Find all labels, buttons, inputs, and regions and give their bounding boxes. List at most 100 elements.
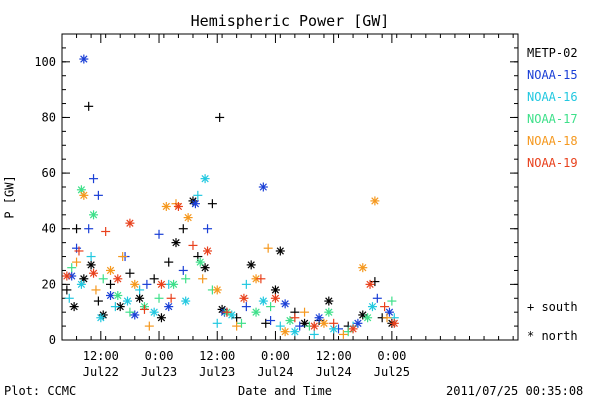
south-point [93,190,103,200]
south-point [266,316,276,326]
north-point [280,327,290,337]
x-axis-label: Date and Time [238,384,332,398]
south-point [215,112,225,122]
north-point [239,293,249,303]
north-point [164,302,174,312]
south-point [74,246,84,256]
axes: 0 20 40 60 80 100 12:00 Jul22 0:00 Jul23 12:00 Jul2… [34,33,519,379]
south-point [110,302,120,312]
south-point [142,279,152,289]
south-point [329,318,339,328]
north-point [348,324,358,334]
south-point [67,263,77,273]
north-point [130,279,140,289]
south-point [263,243,273,253]
legend-noaa-19: NOAA-19 [527,156,578,170]
south-point [62,285,72,295]
north-point [212,285,222,295]
north-point [384,307,394,317]
y-tick-label: 100 [34,55,56,69]
north-point [106,265,116,275]
north-point [96,313,106,323]
north-point [200,174,210,184]
south-point [84,101,94,111]
series-noaa-16 [64,174,399,339]
south-point [164,257,174,267]
north-point [171,238,181,248]
x-tick-time-label: 0:00 [261,349,290,363]
north-point [358,263,368,273]
data-points [62,54,399,339]
south-point [86,252,96,262]
south-point [89,174,99,184]
south-point [144,321,154,331]
series-noaa-18 [72,190,392,339]
south-point [241,279,251,289]
north-point [113,274,123,284]
y-axis-label: P [GW] [2,175,17,219]
north-point [79,190,89,200]
south-point [295,321,305,331]
south-point [266,302,276,312]
chart-title: Hemispheric Power [GW] [190,12,390,30]
north-point [290,327,300,337]
south-point [338,329,348,339]
x-tick-time-label: 12:00 [199,349,235,363]
north-point [169,279,179,289]
north-point [358,310,368,320]
south-point [72,257,82,267]
north-point [280,299,290,309]
legend-noaa-17: NOAA-17 [527,112,578,126]
north-point [181,296,191,306]
south-point [93,296,103,306]
y-tick-label: 80 [42,110,56,124]
south-point [118,252,128,262]
x-tick-day-label: Jul22 [83,365,119,379]
north-point [363,313,373,323]
south-point [188,240,198,250]
legend-metp-02: METP-02 [527,46,578,60]
north-point [365,279,375,289]
x-tick-time-label: 12:00 [316,349,352,363]
south-point [212,318,222,328]
north-point [258,182,268,192]
south-point [91,285,101,295]
south-point [178,265,188,275]
north-point [89,210,99,220]
x-tick-day-label: Jul24 [257,365,293,379]
south-point [84,224,94,234]
south-point [309,329,319,339]
north-point [173,201,183,211]
south-point [154,229,164,239]
south-point [64,293,74,303]
north-point [183,213,193,223]
south-point [380,302,390,312]
north-point [319,318,329,328]
north-point [76,279,86,289]
south-point [343,327,353,337]
south-point [222,307,232,317]
x-tick-time-label: 0:00 [145,349,174,363]
south-point [236,318,246,328]
north-point [190,199,200,209]
south-point [290,313,300,323]
north-point [370,196,380,206]
legend-noaa-18: NOAA-18 [527,134,578,148]
plot-frame [61,33,519,341]
north-point [125,218,135,228]
south-point [232,313,242,323]
x-tick-time-label: 0:00 [377,349,406,363]
south-point [178,224,188,234]
south-point [232,321,242,331]
north-point [113,290,123,300]
north-point [86,260,96,270]
south-point [261,318,271,328]
north-point [79,54,89,64]
north-point [324,307,334,317]
north-point [367,302,377,312]
marker-legend-south: + south [527,300,578,314]
south-point [198,274,208,284]
north-point [227,310,237,320]
north-point [156,279,166,289]
north-point [149,307,159,317]
